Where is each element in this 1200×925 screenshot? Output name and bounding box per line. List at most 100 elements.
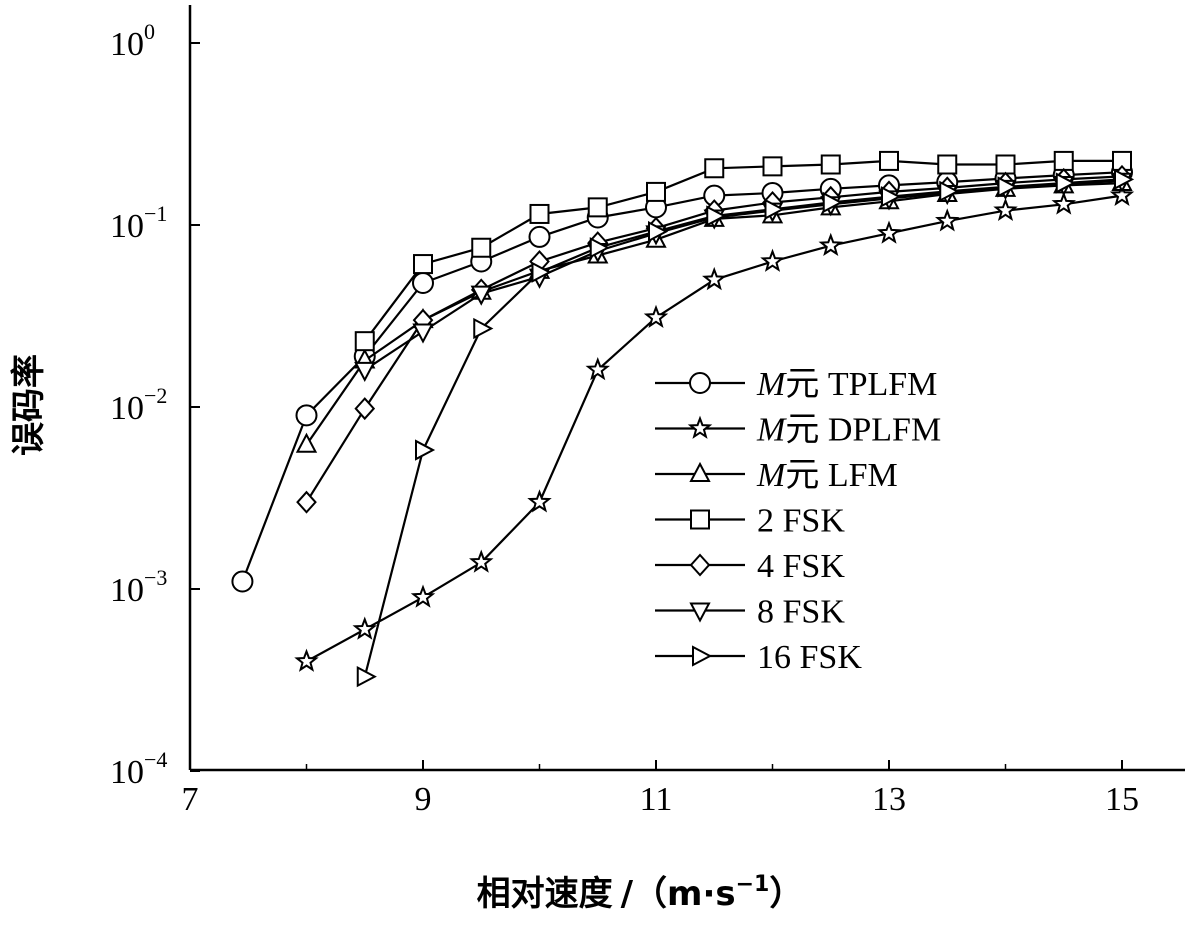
legend-label-text: 元 LFM: [785, 457, 897, 494]
series-line: [363, 178, 1123, 677]
data-point-square: [1053, 150, 1074, 171]
data-point-star: [818, 232, 843, 257]
data-point-diamond: [354, 397, 376, 421]
data-point-square: [937, 154, 958, 175]
legend-label-text: 16 FSK: [757, 639, 862, 676]
y-tick-exp: −4: [144, 747, 167, 772]
legend-marker-square: [690, 509, 710, 530]
data-point-triangle-right: [356, 665, 377, 688]
legend-label-text: 元 TPLFM: [785, 366, 937, 403]
data-point-square: [762, 156, 783, 177]
y-tick-base: 10: [110, 26, 144, 63]
y-tick-label: 10−1: [110, 201, 167, 245]
x-tick-label: 15: [1105, 781, 1139, 818]
legend-label: 4 FSK: [757, 548, 845, 585]
legend-entry: M元 DPLFM: [655, 412, 941, 449]
data-point-diamond: [296, 490, 317, 514]
legend-label: 8 FSK: [757, 594, 845, 631]
data-point-star: [993, 197, 1018, 221]
data-point-triangle-right: [997, 176, 1018, 198]
series-square: [354, 150, 1132, 352]
x-tick-label: 7: [182, 781, 199, 818]
data-point-square: [704, 158, 725, 179]
y-tick-base: 10: [110, 754, 144, 791]
legend-label: 16 FSK: [757, 639, 862, 676]
data-point-star: [294, 648, 319, 672]
legend-entry: 4 FSK: [655, 548, 845, 585]
data-point-triangle-right: [822, 191, 843, 214]
legend-label: M元 TPLFM: [756, 366, 937, 403]
data-point-circle: [412, 272, 434, 295]
y-tick-exp: −2: [144, 383, 167, 408]
data-point-triangle-right: [706, 205, 727, 227]
x-axis-unit-suffix: ）: [769, 874, 803, 914]
data-point-triangle-up: [295, 432, 318, 453]
y-axis-title: 误码率: [9, 354, 49, 456]
legend-label-text: 元 DPLFM: [785, 412, 941, 449]
data-point-triangle-right: [939, 180, 960, 203]
y-tick-base: 10: [110, 572, 144, 609]
y-tick-base: 10: [110, 390, 144, 427]
y-tick-label: 10−3: [110, 565, 167, 609]
legend-entry: 2 FSK: [655, 503, 845, 540]
data-point-triangle-right: [1114, 168, 1135, 191]
data-point-star: [643, 304, 669, 328]
legend-marker-star: [687, 415, 713, 439]
series-star: [294, 182, 1135, 672]
data-point-triangle-right: [648, 220, 669, 243]
legend-label-text: 2 FSK: [757, 503, 845, 540]
legend-label-italic: M: [756, 457, 787, 494]
y-tick-label: 10−4: [110, 747, 167, 791]
x-axis-title: 相对速度/（m·s−1）: [477, 872, 804, 914]
y-tick-label: 10−2: [110, 383, 167, 427]
legend-marker-triangle-down: [689, 602, 711, 623]
legend-label-italic: M: [756, 412, 787, 449]
legend-entry: M元 TPLFM: [655, 366, 937, 403]
y-tick-exp: 0: [144, 19, 155, 44]
data-point-triangle-right: [531, 261, 552, 283]
legend-label-text: 4 FSK: [757, 548, 845, 585]
y-tick-exp: −1: [144, 201, 167, 226]
legend-entry: 8 FSK: [655, 594, 845, 631]
data-point-square: [413, 254, 433, 275]
data-point-square: [646, 181, 666, 202]
data-point-square: [587, 197, 608, 218]
data-point-triangle-right: [881, 186, 902, 208]
data-point-triangle-down: [470, 285, 492, 306]
legend-label: M元 LFM: [756, 457, 898, 494]
series-triangle-right: [356, 168, 1135, 688]
x-tick-label: 9: [415, 781, 432, 818]
data-point-star: [352, 616, 377, 640]
data-point-star: [1109, 182, 1135, 207]
data-point-triangle-right: [764, 198, 785, 220]
data-point-star: [527, 489, 552, 513]
legend-entry: M元 LFM: [655, 457, 898, 494]
x-axis-unit-exp: −1: [736, 872, 770, 897]
data-point-star: [935, 208, 960, 232]
data-point-star: [702, 266, 727, 291]
legend-marker-triangle-up: [689, 461, 711, 482]
data-point-star: [760, 248, 785, 272]
data-point-square: [529, 203, 550, 224]
y-tick-base: 10: [110, 208, 144, 245]
y-tick-label: 100: [110, 19, 155, 63]
x-tick-label: 13: [872, 781, 906, 818]
data-point-triangle-right: [415, 439, 436, 461]
data-point-triangle-right: [1055, 172, 1076, 194]
data-point-circle: [528, 225, 551, 248]
data-point-square: [354, 331, 375, 352]
data-point-circle: [231, 570, 254, 593]
legend-marker-triangle-right: [692, 645, 713, 667]
data-point-square: [995, 154, 1016, 175]
legend-marker-diamond: [689, 553, 711, 577]
data-point-triangle-down: [412, 323, 434, 344]
y-tick-exp: −3: [144, 565, 167, 590]
legend-label-italic: M: [756, 366, 787, 403]
data-point-star: [469, 549, 494, 573]
data-point-triangle-right: [589, 237, 610, 259]
data-point-square: [879, 150, 899, 171]
series-layer: [231, 150, 1135, 688]
